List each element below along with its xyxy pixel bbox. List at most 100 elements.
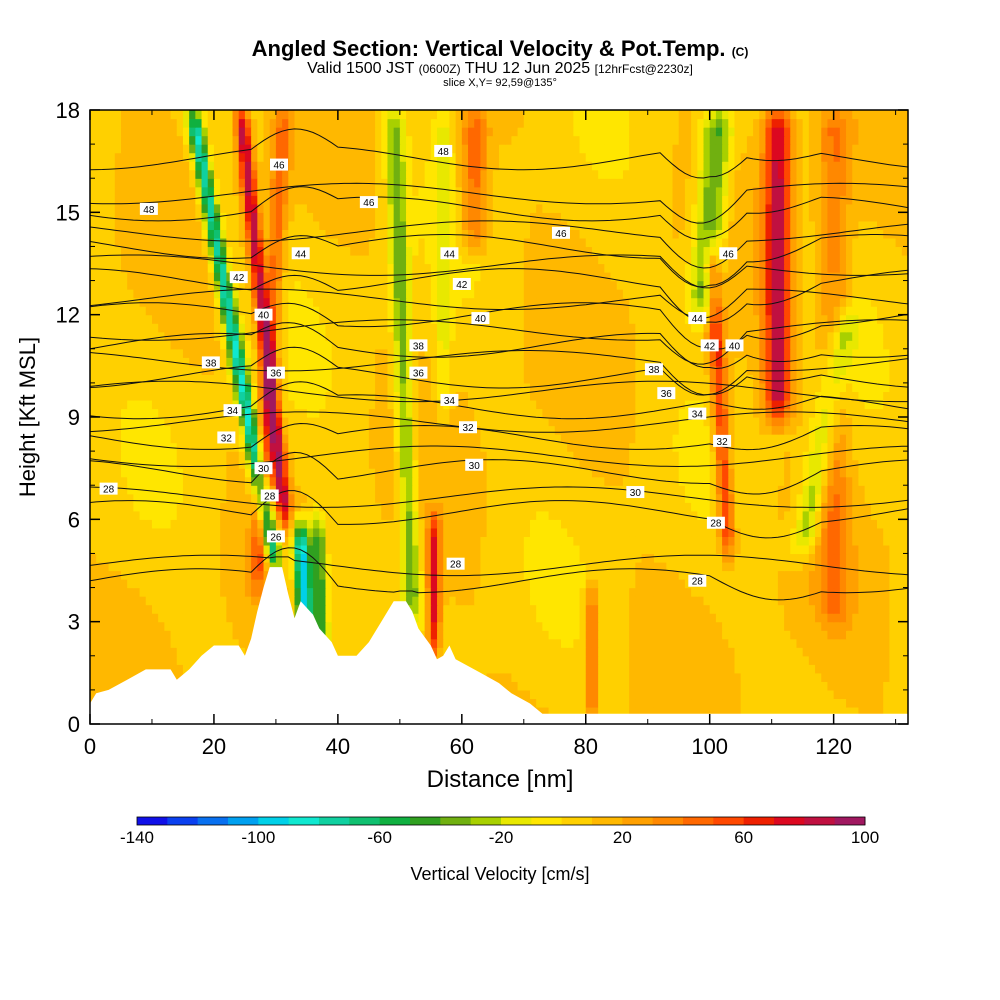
velocity-cell — [164, 485, 172, 495]
velocity-cell — [207, 638, 215, 648]
velocity-cell — [728, 502, 736, 512]
velocity-cell — [468, 476, 475, 486]
velocity-cell — [226, 536, 234, 546]
velocity-cell — [213, 604, 221, 614]
velocity-cell — [610, 519, 618, 529]
velocity-cell — [127, 493, 134, 503]
velocity-cell — [449, 502, 457, 512]
velocity-cell — [331, 587, 339, 597]
velocity-cell — [715, 527, 723, 537]
velocity-cell — [877, 459, 884, 469]
velocity-cell — [641, 647, 649, 657]
velocity-cell — [238, 399, 246, 410]
velocity-cell — [362, 502, 370, 512]
velocity-cell — [821, 638, 829, 648]
velocity-cell — [728, 434, 736, 444]
velocity-cell — [529, 672, 537, 682]
velocity-cell — [728, 604, 736, 614]
velocity-cell — [734, 621, 742, 631]
velocity-cell — [808, 587, 816, 597]
velocity-cell — [864, 647, 872, 657]
velocity-cell — [189, 417, 196, 427]
velocity-cell — [691, 647, 698, 657]
velocity-cell — [486, 519, 494, 529]
velocity-cell — [821, 476, 829, 486]
velocity-cell — [815, 689, 822, 700]
velocity-cell — [158, 408, 165, 418]
velocity-cell — [622, 587, 630, 597]
velocity-cell — [164, 655, 172, 665]
velocity-cell — [647, 408, 655, 418]
velocity-cell — [375, 434, 382, 444]
velocity-cell — [734, 502, 742, 512]
velocity-cell — [207, 434, 215, 444]
velocity-cell — [486, 655, 494, 665]
velocity-cell — [251, 596, 258, 606]
velocity-cell — [808, 672, 816, 682]
velocity-cell — [461, 544, 469, 555]
velocity-cell — [381, 561, 389, 572]
velocity-cell — [90, 681, 97, 691]
velocity-cell — [182, 468, 190, 478]
velocity-cell — [678, 519, 686, 529]
velocity-cell — [511, 596, 519, 606]
velocity-cell — [870, 689, 878, 700]
velocity-cell — [430, 468, 438, 478]
velocity-cell — [610, 638, 618, 648]
velocity-cell — [697, 698, 705, 708]
velocity-cell — [796, 434, 804, 444]
velocity-cell — [145, 408, 153, 418]
velocity-cell — [449, 417, 457, 427]
velocity-cell — [796, 630, 804, 640]
velocity-cell — [870, 468, 878, 478]
velocity-cell — [548, 527, 556, 537]
velocity-cell — [195, 434, 203, 444]
velocity-cell — [505, 587, 512, 597]
velocity-cell — [430, 519, 438, 529]
velocity-cell — [703, 417, 711, 427]
velocity-cell — [108, 459, 116, 469]
velocity-cell — [864, 502, 872, 512]
velocity-cell — [275, 399, 283, 410]
velocity-cell — [263, 417, 271, 427]
velocity-cell — [102, 399, 110, 410]
velocity-cell — [604, 681, 612, 691]
velocity-cell — [598, 681, 605, 691]
velocity-cell — [288, 561, 296, 572]
velocity-cell — [821, 425, 829, 435]
velocity-cell — [616, 613, 624, 623]
velocity-cell — [616, 638, 624, 648]
velocity-cell — [604, 621, 612, 631]
velocity-cell — [102, 544, 110, 555]
velocity-cell — [108, 417, 116, 427]
velocity-cell — [313, 510, 320, 520]
velocity-cell — [350, 604, 358, 614]
velocity-cell — [325, 434, 333, 444]
velocity-cell — [864, 425, 872, 435]
velocity-cell — [201, 604, 209, 614]
velocity-cell — [195, 647, 203, 657]
velocity-cell — [647, 451, 655, 461]
velocity-cell — [449, 604, 457, 614]
velocity-cell — [319, 519, 327, 529]
velocity-cell — [821, 493, 829, 503]
velocity-cell — [313, 476, 320, 486]
velocity-cell — [443, 544, 451, 555]
velocity-cell — [182, 476, 190, 486]
velocity-cell — [591, 681, 599, 691]
velocity-cell — [480, 434, 488, 444]
velocity-cell — [839, 630, 847, 640]
velocity-cell — [579, 655, 587, 665]
velocity-cell — [356, 468, 364, 478]
velocity-cell — [399, 485, 407, 495]
velocity-cell — [852, 706, 860, 717]
velocity-cell — [344, 621, 351, 631]
velocity-cell — [641, 536, 649, 546]
velocity-cell — [666, 655, 674, 665]
velocity-cell — [306, 544, 314, 555]
velocity-cell — [282, 502, 289, 512]
velocity-cell — [313, 579, 320, 589]
velocity-cell — [455, 579, 463, 589]
velocity-cell — [139, 417, 147, 427]
velocity-cell — [703, 681, 711, 691]
